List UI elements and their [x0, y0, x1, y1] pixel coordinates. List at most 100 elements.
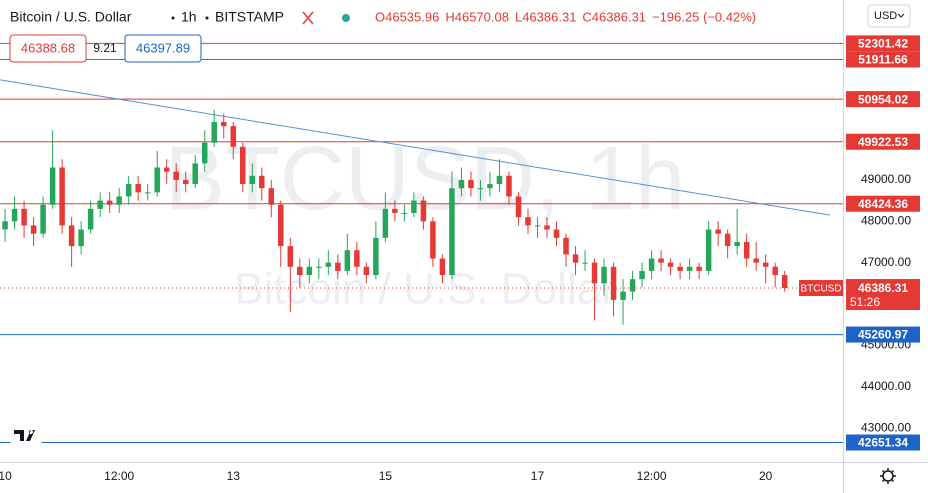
candle-body	[192, 163, 198, 185]
candle-body	[49, 167, 56, 205]
currency-box[interactable]	[867, 4, 911, 28]
level-label: 42651.34	[858, 436, 908, 450]
candle-body	[363, 266, 370, 276]
candle-body	[211, 122, 217, 143]
bid-box[interactable]	[9, 34, 87, 63]
level-label: 45260.97	[858, 328, 908, 342]
x-tick-label: 10	[0, 469, 12, 483]
candle-body	[201, 142, 208, 164]
candle-body	[572, 254, 579, 263]
candle-body	[87, 208, 94, 230]
candle-body	[487, 184, 493, 189]
candle-body	[59, 167, 65, 226]
candle-body	[392, 208, 398, 214]
candle-body	[259, 175, 265, 189]
level-label-box	[846, 91, 920, 108]
gear-teeth	[880, 468, 896, 484]
ohlc-value: L46386.31	[515, 9, 576, 24]
candle-body	[430, 221, 436, 259]
candle-body	[477, 188, 484, 190]
candle-body	[781, 275, 788, 289]
price-tag-box	[846, 279, 920, 311]
candle-body	[97, 200, 103, 209]
level-label: 48424.36	[858, 197, 908, 211]
candle-body	[458, 179, 465, 189]
level-label: 52301.42	[858, 37, 908, 51]
candle-body	[468, 179, 474, 189]
ohlc-value: O46535.96	[375, 9, 439, 24]
candle-body	[354, 250, 360, 267]
last-price: 46386.31	[858, 281, 908, 295]
candle-body	[629, 279, 636, 292]
candle-body	[648, 258, 655, 271]
close-icon[interactable]	[302, 11, 314, 25]
candle-body	[287, 246, 294, 267]
candle-body	[2, 221, 8, 230]
candle-body	[40, 204, 46, 234]
level-label-box	[846, 133, 920, 150]
price-axis: 43000.0044000.0045000.0047000.0048000.00…	[799, 35, 920, 451]
candle-body	[591, 262, 598, 284]
candle-body	[439, 258, 446, 276]
candle-body	[135, 184, 141, 193]
bid: 46388.68	[21, 40, 75, 55]
market-status	[342, 14, 350, 22]
level-label-box	[846, 195, 920, 212]
separator-dot	[171, 16, 175, 20]
candle-body	[297, 266, 303, 276]
ask: 46397.89	[136, 40, 190, 55]
y-tick-label: 47000.00	[861, 255, 911, 269]
interval: 1h	[181, 9, 197, 25]
y-tick-label: 48000.00	[861, 213, 911, 227]
spread: 9.21	[93, 41, 117, 55]
candle-body	[11, 208, 18, 222]
ohlc-value: −196.25 (−0.42%)	[652, 9, 756, 24]
level-label: 51911.66	[858, 53, 908, 67]
ohlc-value: C46386.31	[582, 9, 646, 24]
candle-body	[620, 291, 626, 300]
level-label-box	[846, 35, 920, 52]
y-tick-label: 49000.00	[861, 172, 911, 186]
candle-body	[601, 266, 607, 284]
candle-body	[563, 237, 569, 255]
trendline	[0, 79, 831, 216]
x-tick-label: 15	[379, 469, 393, 483]
candle-body	[116, 196, 122, 205]
logo-mark	[14, 430, 35, 441]
y-tick-label: 44000.00	[861, 379, 911, 393]
candle-body	[420, 200, 427, 222]
candle-body	[449, 188, 455, 276]
candle-body	[163, 167, 170, 172]
candle-body	[686, 266, 693, 271]
x-tick-label: 20	[759, 469, 773, 483]
ask-box[interactable]	[124, 34, 202, 63]
candle-body	[658, 258, 664, 263]
logo-bg	[9, 419, 43, 453]
caret	[897, 13, 905, 18]
candle-body	[677, 266, 683, 271]
candle-body	[249, 175, 256, 185]
candle-body	[715, 229, 721, 234]
candle-body	[582, 262, 588, 264]
symbol-tag: BTCUSD	[800, 284, 841, 295]
currency-button[interactable]: USD	[867, 4, 911, 28]
candle-body	[382, 208, 389, 238]
level-label: 49922.53	[858, 135, 908, 149]
currency: USD	[874, 10, 897, 22]
plot-area	[0, 42, 843, 444]
candle-body	[240, 146, 246, 185]
level-label-box	[846, 326, 920, 343]
candle-body	[154, 167, 160, 193]
candle-body	[610, 266, 617, 300]
candle-body	[705, 229, 712, 271]
candle-body	[125, 184, 132, 197]
settings-icon[interactable]	[880, 468, 896, 484]
candle-body	[724, 233, 731, 247]
candle-body	[734, 241, 740, 247]
candle-body	[544, 225, 550, 230]
candle-body	[743, 241, 750, 259]
candle-body	[373, 237, 379, 276]
exchange: BITSTAMP	[215, 9, 284, 25]
